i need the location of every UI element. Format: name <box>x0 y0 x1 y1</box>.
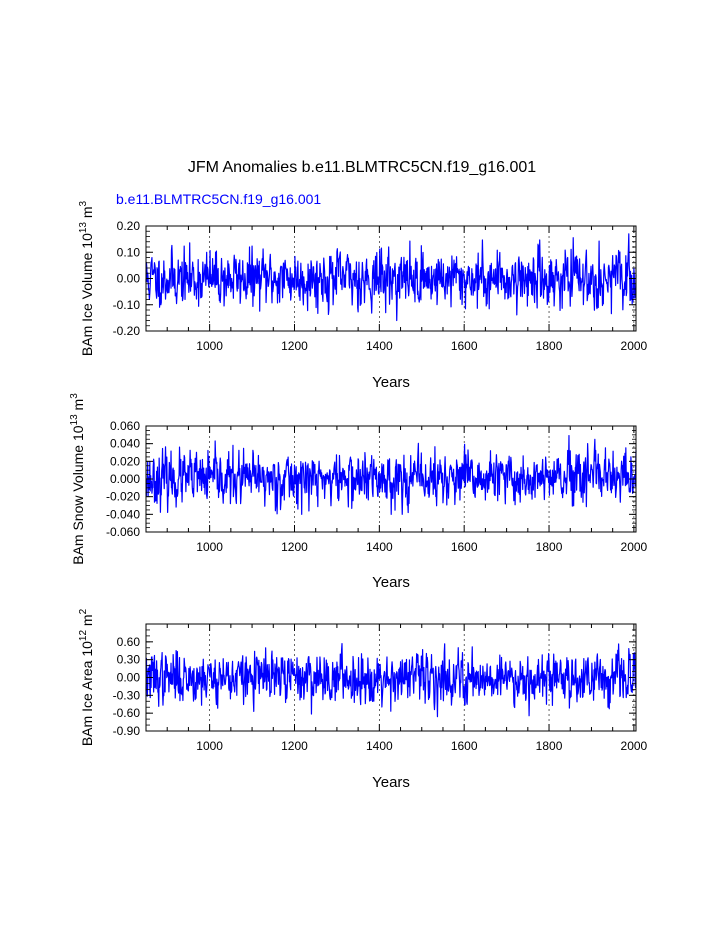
series-line <box>145 642 637 718</box>
y-tick-label: 0.040 <box>110 437 140 451</box>
y-axis-label-main: BAm Ice Volume 10 <box>79 233 95 356</box>
x-tick-label: 1200 <box>281 540 308 554</box>
series-line <box>145 233 637 322</box>
y-tick-label: 0.10 <box>117 245 141 259</box>
x-tick-label: 1400 <box>366 739 393 753</box>
x-tick-label: 1000 <box>196 339 223 353</box>
y-axis-label-unit-exp: 3 <box>69 393 80 399</box>
x-tick-label: 1800 <box>536 540 563 554</box>
y-axis-label-exp: 13 <box>78 222 89 234</box>
x-tick-label: 2000 <box>621 339 648 353</box>
y-tick-label: -0.060 <box>106 525 140 539</box>
y-axis-label-unit: m <box>79 206 95 222</box>
y-tick-label: -0.20 <box>113 324 141 338</box>
chart-title: JFM Anomalies b.e11.BLMTRC5CN.f19_g16.00… <box>188 159 536 176</box>
y-tick-label: 0.20 <box>117 219 141 233</box>
chart-panels: 1000 1200 1400 1600 1800 2000 -0.20 -0.10 0.00 0.… <box>69 200 648 791</box>
x-axis-label: Years <box>372 774 410 791</box>
series-label: b.e11.BLMTRC5CN.f19_g16.001 <box>116 191 321 207</box>
x-tick-label: 1800 <box>536 739 563 753</box>
y-axis-label: BAm Ice Area 1012 m2 <box>78 608 95 746</box>
y-tick-label: 0.000 <box>110 472 140 486</box>
y-axis-label: BAm Snow Volume 1013 m3 <box>69 393 86 565</box>
x-tick-label: 1600 <box>451 339 478 353</box>
x-tick-label: 1000 <box>196 540 223 554</box>
y-axis-label: BAm Ice Volume 1013 m3 <box>78 200 95 356</box>
x-tick-label: 1600 <box>451 540 478 554</box>
panel-ice-area: 1000 1200 1400 1600 1800 2000 -0.90 -0.60 -0.30 0… <box>78 608 648 791</box>
x-axis-label: Years <box>372 374 410 391</box>
y-axis-label-unit: m <box>79 614 95 630</box>
x-axis-label: Years <box>372 574 410 591</box>
y-tick-label: 0.060 <box>110 419 140 433</box>
y-tick-label: -0.10 <box>113 298 141 312</box>
x-tick-label: 1400 <box>366 540 393 554</box>
x-tick-label: 1200 <box>281 739 308 753</box>
y-tick-label: -0.90 <box>113 724 141 738</box>
y-axis-label-exp: 13 <box>69 414 80 426</box>
y-tick-label: -0.60 <box>113 706 141 720</box>
panel-ice-volume: 1000 1200 1400 1600 1800 2000 -0.20 -0.10 0.00 0.… <box>78 200 648 391</box>
panel-snow-volume: 1000 1200 1400 1600 1800 2000 -0.060 -0.040 -0.0… <box>69 393 648 591</box>
x-tick-label: 1600 <box>451 739 478 753</box>
x-tick-label: 1800 <box>536 339 563 353</box>
series-line <box>145 434 637 515</box>
x-tick-label: 1000 <box>196 739 223 753</box>
y-tick-label: -0.020 <box>106 490 140 504</box>
y-axis-label-unit-exp: 2 <box>78 608 89 614</box>
y-axis-label-main: BAm Snow Volume 10 <box>70 425 86 565</box>
y-axis-label-unit: m <box>70 399 86 415</box>
y-tick-label: -0.30 <box>113 688 141 702</box>
y-tick-label: 0.00 <box>117 671 141 685</box>
x-tick-label: 2000 <box>621 739 648 753</box>
y-tick-label: 0.020 <box>110 454 140 468</box>
y-axis-label-main: BAm Ice Area 10 <box>79 641 95 746</box>
y-tick-label: 0.60 <box>117 635 141 649</box>
y-tick-label: 0.30 <box>117 653 141 667</box>
x-tick-label: 2000 <box>621 540 648 554</box>
x-tick-label: 1400 <box>366 339 393 353</box>
x-tick-label: 1200 <box>281 339 308 353</box>
y-tick-label: -0.040 <box>106 507 140 521</box>
y-tick-label: 0.00 <box>117 272 141 286</box>
y-axis-label-exp: 12 <box>78 630 89 642</box>
y-axis-label-unit-exp: 3 <box>78 200 89 206</box>
